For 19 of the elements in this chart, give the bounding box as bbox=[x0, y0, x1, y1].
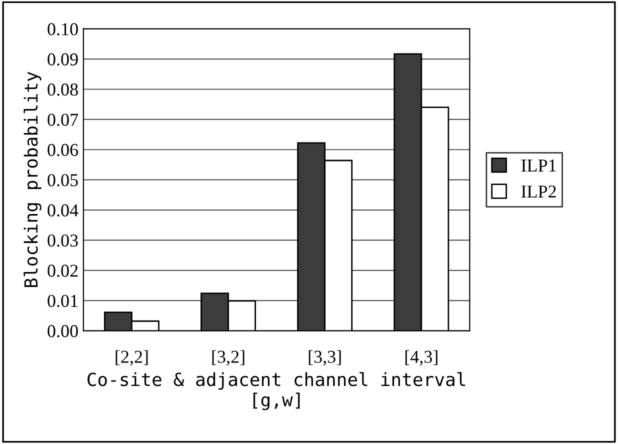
y-tick-label: 0.04 bbox=[48, 204, 78, 217]
y-tick-label: 0.10 bbox=[48, 23, 78, 36]
x-axis-title: Co-site & adjacent channel interval [g,w] bbox=[88, 372, 466, 410]
x-tick-label: [3,2] bbox=[212, 350, 244, 366]
y-tick-label: 0.05 bbox=[48, 174, 78, 186]
y-tick-label: 0.06 bbox=[48, 144, 78, 156]
y-axis-title: Blocking probability bbox=[24, 72, 42, 288]
x-tick-label: [2,2] bbox=[116, 350, 148, 366]
x-tick-label: [3,3] bbox=[308, 350, 341, 366]
y-tick-label: 0.09 bbox=[48, 53, 78, 66]
y-tick-label: 0.00 bbox=[48, 325, 78, 338]
y-tick-label: 0.03 bbox=[48, 234, 78, 247]
y-tick-label: 0.07 bbox=[48, 114, 78, 126]
x-tick-label: [4,3] bbox=[405, 350, 438, 366]
legend-label: ILP2 bbox=[521, 186, 556, 198]
y-tick-label: 0.02 bbox=[48, 264, 78, 277]
legend-label: ILP1 bbox=[521, 160, 556, 172]
y-tick-label: 0.01 bbox=[48, 294, 78, 308]
y-tick-label: 0.08 bbox=[48, 84, 78, 96]
